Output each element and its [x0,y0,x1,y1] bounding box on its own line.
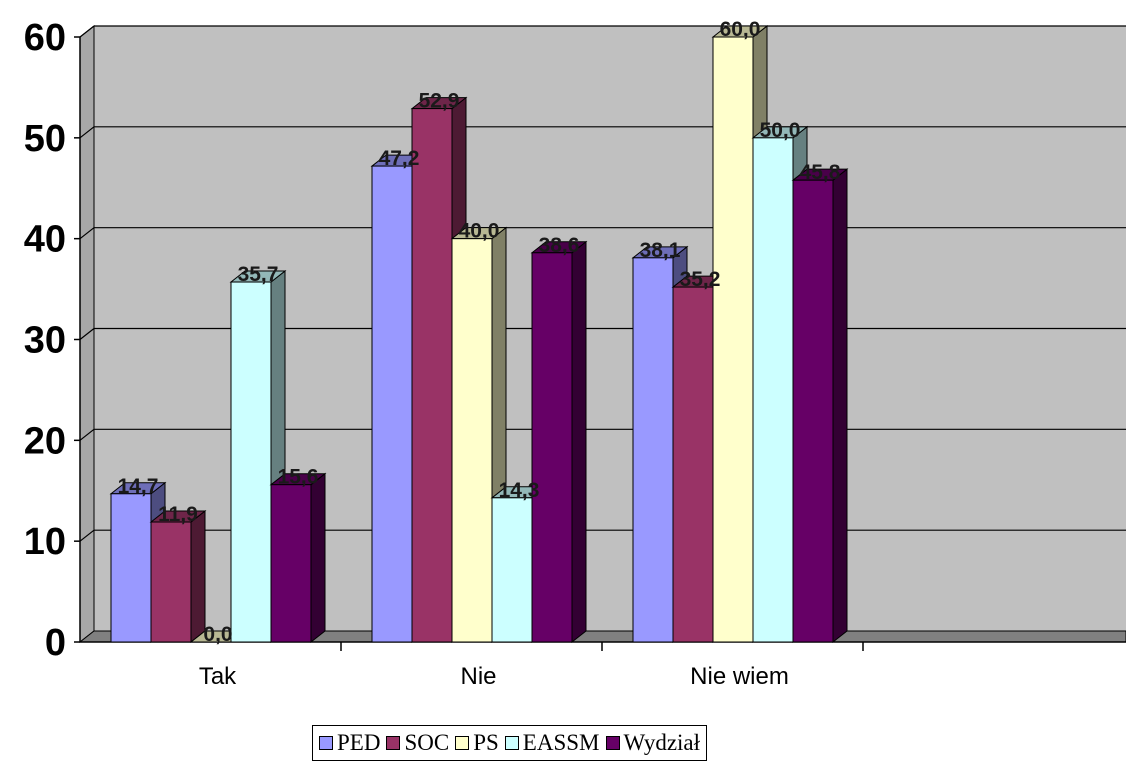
data-label: 47,2 [379,147,420,170]
legend-swatch [605,736,620,750]
data-label: 60,0 [720,18,761,41]
gridline-side [79,529,95,542]
axes: 0 10 20 30 40 50 60 Tak Nie Nie wiem [24,17,1126,690]
data-label: 38,1 [640,239,681,262]
data-label: 35,2 [680,268,721,291]
data-label: 14,7 [118,475,159,498]
data-label: 45,8 [800,161,841,184]
gridline-side [79,126,95,139]
y-tick-label: 10 [24,521,66,563]
bar [530,240,588,644]
legend-swatch [319,736,333,750]
legend-swatch [455,736,470,750]
y-tick-label: 60 [24,17,66,59]
legend-swatch [386,736,401,750]
data-label: 40,0 [459,220,500,243]
y-tick-label: 30 [24,320,66,362]
y-tick-label: 20 [24,420,66,462]
bar-chart: 0 10 20 30 40 50 60 Tak Nie Nie wiem 14,7 47,2 38,1… [24,17,1126,690]
x-tick-label: Tak [199,663,237,690]
legend-item: Wydział [605,730,701,756]
legend-item: EASSM [504,730,600,756]
gridline-side [79,428,95,441]
x-tick-label: Nie wiem [690,663,789,690]
gridline-side [79,25,95,38]
data-label: 11,9 [158,503,198,526]
legend-item: PS [455,730,499,756]
legend-label: Wydział [623,730,701,755]
legend-label: PED [337,730,381,755]
gridline-side [79,328,95,340]
data-label: 50,0 [760,119,801,142]
y-tick-label: 50 [24,118,66,160]
bar [269,472,327,644]
y-tick-label: 0 [45,622,66,664]
data-label: 52,9 [419,90,460,113]
legend-label: PS [473,730,499,755]
x-tick-label: Nie [460,663,496,690]
data-label: 38,6 [539,234,580,257]
bar [149,509,207,644]
data-label: 15,6 [278,466,319,489]
legend-label: EASSM [522,730,600,755]
legend-item: SOC [386,730,449,756]
legend: PED SOC PS EASSM Wydział [312,725,708,761]
data-label: 14,3 [499,479,540,502]
gridline-side [79,227,95,240]
legend-item: PED [319,730,380,756]
data-label: 0,0 [203,623,232,646]
legend-label: SOC [404,730,450,755]
y-tick-label: 40 [24,219,66,261]
bar [791,168,849,644]
data-label: 35,7 [238,263,279,286]
bars [109,24,849,644]
data-labels: 14,7 47,2 38,1 11,9 52,9 35,2 0,0 40,0 60,0 35,7 1… [118,18,841,646]
legend-swatch [504,736,519,750]
